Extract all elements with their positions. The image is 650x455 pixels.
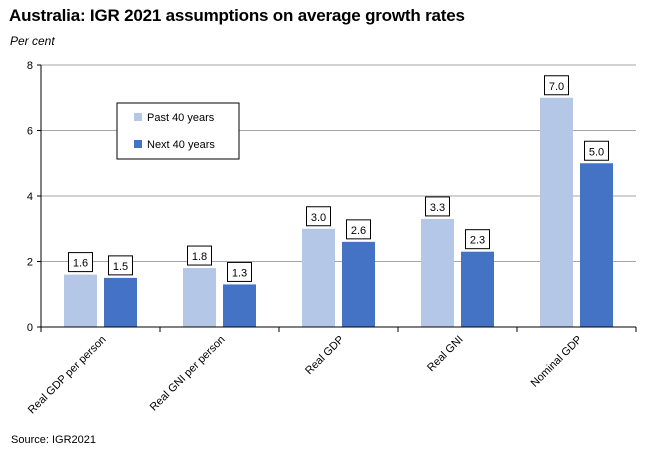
y-tick-label: 8 — [27, 60, 33, 72]
y-axis-label: Per cent — [10, 34, 55, 48]
bar-past — [540, 97, 573, 327]
bar-past — [302, 228, 335, 327]
data-label-box — [425, 196, 450, 217]
bar-next — [461, 251, 494, 327]
data-label: 1.3 — [232, 267, 247, 279]
data-label: 1.6 — [73, 258, 88, 270]
bars — [64, 97, 613, 327]
data-label: 3.0 — [311, 212, 326, 224]
legend-box — [116, 102, 240, 160]
data-label: 2.6 — [351, 225, 366, 237]
y-tick-label: 6 — [27, 126, 33, 138]
source-note: Source: IGR2021 — [11, 434, 96, 446]
y-ticks: 0 2 4 6 8 — [27, 60, 41, 334]
bar-next — [580, 163, 613, 327]
category-label: Real GDP per person — [26, 334, 109, 417]
data-label-box — [584, 140, 609, 161]
y-tick-label: 2 — [27, 257, 33, 269]
data-label-box — [465, 229, 490, 250]
legend-label-past: Past 40 years — [147, 112, 215, 124]
bar-past — [421, 218, 454, 327]
legend-label-next: Next 40 years — [147, 139, 215, 151]
data-labels: 1.6 1.5 1.8 1.3 3.0 2.6 3.3 2.3 7.0 5.0 — [68, 75, 609, 282]
data-label-box — [108, 255, 133, 276]
data-label: 1.8 — [192, 251, 207, 263]
bar-next — [342, 241, 375, 327]
chart-title: Australia: IGR 2021 assumptions on avera… — [9, 6, 465, 25]
bar-next — [104, 277, 137, 327]
category-label: Real GDP — [303, 334, 347, 378]
data-label-box — [227, 261, 252, 282]
data-label: 7.0 — [549, 81, 564, 93]
data-label-box — [187, 245, 212, 266]
data-label-box — [544, 75, 569, 96]
legend-swatch-next — [134, 140, 142, 148]
category-label: Real GNI — [425, 334, 465, 374]
bar-next — [223, 284, 256, 327]
legend: Past 40 years Next 40 years — [116, 102, 240, 160]
data-label-box — [346, 219, 371, 240]
legend-swatch-past — [134, 113, 142, 121]
data-label-box — [68, 252, 93, 273]
bar-past — [183, 268, 216, 327]
y-tick-label: 0 — [27, 322, 33, 334]
y-tick-label: 4 — [27, 191, 33, 203]
category-label: Real GNI per person — [148, 334, 228, 414]
category-labels: Real GDP per person Real GNI per person Re… — [26, 334, 585, 417]
data-label: 1.5 — [113, 261, 128, 273]
data-label: 5.0 — [589, 146, 604, 158]
data-label: 3.3 — [430, 202, 445, 214]
data-label-box — [306, 206, 331, 227]
bar-past — [64, 274, 97, 327]
category-label: Nominal GDP — [529, 334, 585, 390]
data-label: 2.3 — [470, 235, 485, 247]
